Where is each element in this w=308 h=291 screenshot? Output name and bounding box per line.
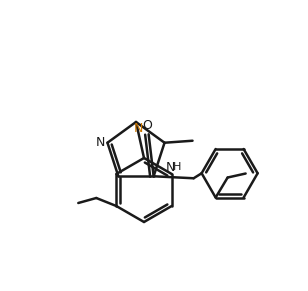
Text: N: N xyxy=(166,161,175,174)
Text: H: H xyxy=(172,162,181,172)
Text: O: O xyxy=(143,119,152,132)
Text: N: N xyxy=(133,123,143,136)
Text: N: N xyxy=(96,136,105,149)
